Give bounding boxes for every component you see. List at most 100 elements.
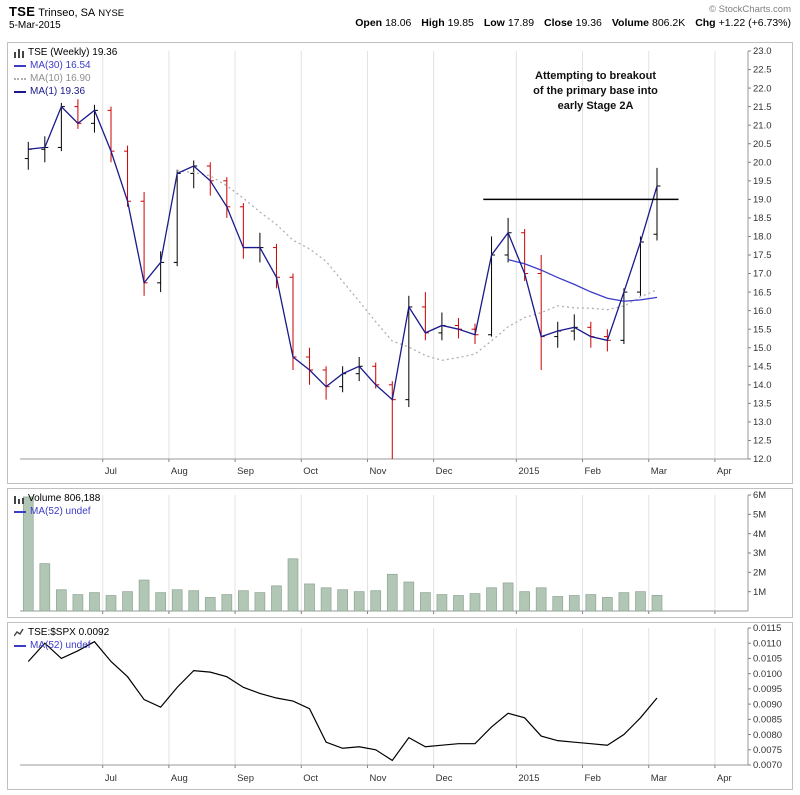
svg-text:Jul: Jul	[105, 466, 117, 477]
svg-text:Sep: Sep	[237, 773, 254, 784]
price-chart: Jul Aug Sep Oct Nov Dec 2015 Feb Mar Apr 12.0 12.5 1…	[20, 46, 772, 477]
ma1-legend-row: MA(1) 19.36	[14, 85, 117, 98]
svg-text:0.0095: 0.0095	[753, 684, 782, 695]
high-value: 19.85	[447, 17, 474, 29]
svg-text:15.5: 15.5	[753, 324, 772, 335]
ratio-ma-swatch	[14, 644, 26, 647]
chg-value: +1.22 (+6.73%)	[718, 17, 791, 29]
svg-text:3M: 3M	[753, 548, 766, 559]
title-line: TSE Trinseo, SA NYSE	[9, 4, 124, 19]
svg-text:12.0: 12.0	[753, 454, 772, 465]
price-legend-row: TSE (Weekly) 19.36	[14, 46, 117, 59]
ratio-panel: Jul Aug Sep Oct Nov Dec 2015 Feb Mar Apr 0.0070 0.0…	[7, 622, 793, 790]
ma10-legend-row: MA(10) 16.90	[14, 72, 117, 85]
svg-text:20.5: 20.5	[753, 139, 772, 150]
svg-text:2015: 2015	[518, 466, 539, 477]
open-label: Open	[355, 17, 383, 29]
ticker-symbol: TSE	[9, 4, 36, 19]
svg-text:22.5: 22.5	[753, 65, 772, 76]
low-value: 17.89	[507, 17, 535, 29]
svg-text:22.0: 22.0	[753, 83, 772, 94]
svg-text:Aug: Aug	[171, 773, 188, 784]
svg-text:Feb: Feb	[585, 466, 601, 477]
svg-text:18.5: 18.5	[753, 213, 772, 224]
overlay-MA(30)	[507, 259, 658, 302]
overlay-MA(1)	[28, 105, 658, 401]
line-chart-icon	[14, 628, 24, 638]
exchange-name: NYSE	[98, 8, 125, 19]
ratio-line	[27, 640, 658, 762]
svg-text:Jul: Jul	[105, 773, 117, 784]
svg-text:4M: 4M	[753, 529, 766, 540]
low-label: Low	[483, 17, 505, 29]
svg-text:16.5: 16.5	[753, 287, 772, 298]
high-label: High	[421, 17, 445, 29]
volume-label: Volume	[611, 17, 649, 29]
svg-text:14.0: 14.0	[753, 380, 772, 391]
copyright: © StockCharts.com	[709, 4, 791, 15]
svg-text:12.5: 12.5	[753, 436, 772, 447]
quote-line: Open 18.06 High 19.85 Low 17.89 Close 19.36 …	[355, 17, 791, 29]
header-left: TSE Trinseo, SA NYSE 5-Mar-2015	[9, 4, 124, 31]
svg-text:0.0075: 0.0075	[753, 745, 782, 756]
svg-text:18.0: 18.0	[753, 232, 772, 243]
svg-text:0.0110: 0.0110	[753, 638, 781, 649]
svg-text:21.0: 21.0	[753, 120, 772, 131]
chart-header: TSE Trinseo, SA NYSE 5-Mar-2015 © StockCha…	[7, 3, 793, 38]
svg-text:Nov: Nov	[369, 773, 386, 784]
svg-text:14.5: 14.5	[753, 361, 772, 372]
price-legend-title: TSE (Weekly) 19.36	[28, 47, 118, 58]
svg-text:23.0: 23.0	[753, 46, 772, 57]
volume-ma-swatch	[14, 510, 26, 513]
svg-text:1M: 1M	[753, 587, 766, 598]
svg-text:0.0100: 0.0100	[753, 669, 782, 680]
ohlc-bars	[24, 99, 661, 459]
ratio-legend-title: TSE:$SPX 0.0092	[28, 627, 110, 638]
svg-text:Mar: Mar	[651, 466, 667, 477]
ma10-legend: MA(10) 16.90	[30, 73, 91, 84]
ma30-legend: MA(30) 16.54	[30, 60, 91, 71]
svg-text:21.5: 21.5	[753, 102, 772, 113]
svg-text:Aug: Aug	[171, 466, 188, 477]
price-legend: TSE (Weekly) 19.36 MA(30) 16.54 MA(10) 1…	[14, 46, 117, 98]
volume-legend-row: Volume 806,188	[14, 492, 100, 505]
volume-legend-title: Volume 806,188	[28, 493, 101, 504]
ma30-legend-row: MA(30) 16.54	[14, 59, 117, 72]
header-right: © StockCharts.com Open 18.06 High 19.85 Lo…	[355, 4, 791, 29]
overlay-MA(10)	[177, 170, 658, 362]
svg-text:13.0: 13.0	[753, 417, 772, 428]
svg-text:2M: 2M	[753, 568, 766, 579]
chart-date: 5-Mar-2015	[9, 20, 61, 31]
svg-text:0.0090: 0.0090	[753, 699, 782, 710]
close-value: 19.36	[575, 17, 602, 29]
svg-text:Sep: Sep	[237, 466, 254, 477]
company-name: Trinseo, SA	[38, 7, 96, 19]
volume-chart: 1M 2M 3M 4M 5M 6M	[20, 490, 766, 614]
svg-text:15.0: 15.0	[753, 343, 772, 354]
volume-ma-legend-row: MA(52) undef	[14, 505, 100, 518]
volume-value: 806.2K	[651, 17, 686, 29]
svg-text:Apr: Apr	[717, 773, 732, 784]
close-label: Close	[544, 17, 573, 29]
svg-text:Oct: Oct	[303, 466, 318, 477]
volume-ma-legend: MA(52) undef	[30, 506, 91, 517]
volume-chart-icon	[14, 494, 24, 504]
svg-text:0.0115: 0.0115	[753, 623, 781, 634]
svg-text:Dec: Dec	[436, 466, 453, 477]
ratio-legend: TSE:$SPX 0.0092 MA(52) undef	[14, 626, 109, 652]
svg-text:20.0: 20.0	[753, 157, 772, 168]
svg-text:0.0070: 0.0070	[753, 760, 782, 771]
price-panel: Jul Aug Sep Oct Nov Dec 2015 Feb Mar Apr 12.0 12.5 1…	[7, 42, 793, 484]
volume-legend: Volume 806,188 MA(52) undef	[14, 492, 100, 518]
volume-panel: 1M 2M 3M 4M 5M 6M Volume 806,188 MA(52) undef	[7, 488, 793, 618]
ohlc-chart-icon	[14, 48, 24, 58]
chg-label: Chg	[695, 17, 716, 29]
volume-bars	[22, 496, 663, 612]
svg-text:0.0105: 0.0105	[753, 654, 782, 665]
annotation-text: Attempting to breakout of the primary ba…	[533, 70, 658, 112]
svg-text:2015: 2015	[518, 773, 539, 784]
svg-text:Dec: Dec	[436, 773, 453, 784]
svg-text:Apr: Apr	[717, 466, 732, 477]
svg-text:5M: 5M	[753, 510, 766, 521]
